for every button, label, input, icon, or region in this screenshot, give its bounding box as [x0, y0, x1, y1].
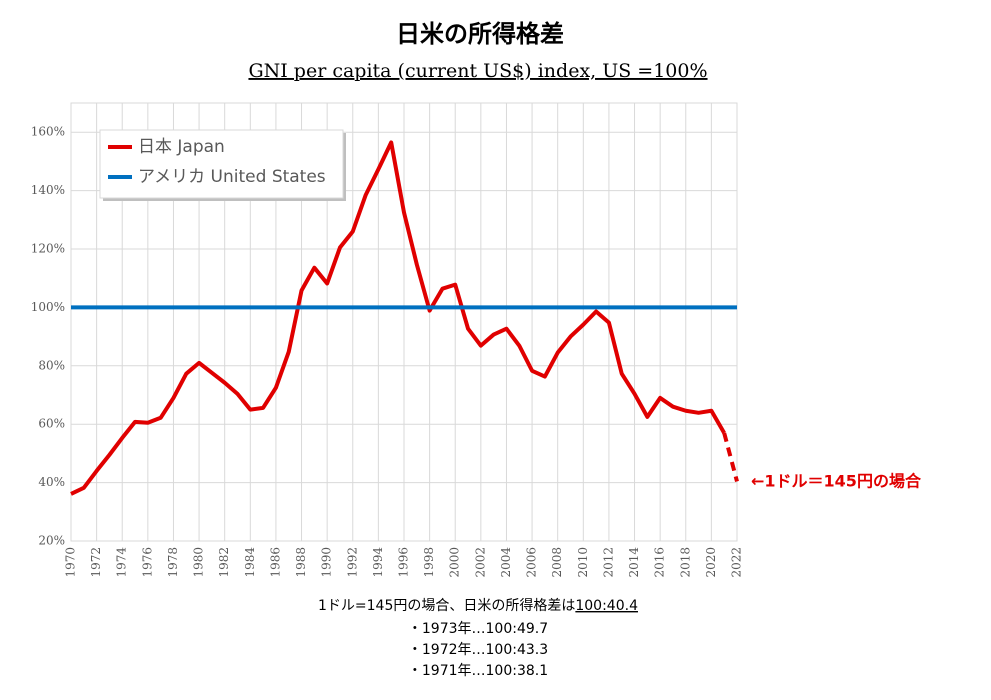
y-tick-label: 80%: [38, 358, 65, 372]
x-tick-label: 2014: [627, 547, 641, 578]
x-tick-label: 1998: [422, 547, 436, 578]
note-main-text: 1ドル=145円の場合、日米の所得格差は: [318, 597, 575, 614]
annotation: ←1ドル＝145円の場合: [751, 472, 922, 491]
x-tick-label: 1984: [243, 547, 257, 578]
x-tick-label: 2010: [576, 547, 590, 578]
x-tick-label: 1978: [166, 547, 180, 578]
y-tick-label: 160%: [31, 125, 65, 139]
x-tick-label: 2006: [525, 547, 539, 578]
x-tick-label: 2012: [601, 547, 615, 578]
x-tick-label: 1974: [115, 547, 129, 578]
note-main: 1ドル=145円の場合、日米の所得格差は100:40.4: [318, 597, 638, 614]
line-series-dashed: [722, 432, 739, 482]
x-tick-label: 1994: [371, 547, 385, 578]
legend-label: アメリカ United States: [138, 167, 326, 187]
note-item: ・1972年…100:43.3: [408, 642, 548, 658]
note-item: ・1973年…100:49.7: [408, 621, 548, 637]
x-tick-label: 1996: [397, 547, 411, 578]
x-tick-label: 1990: [320, 547, 334, 578]
legend-label: 日本 Japan: [138, 137, 225, 157]
x-tick-label: 1992: [345, 547, 359, 578]
chart-subtitle: GNI per capita (current US$) index, US =…: [248, 60, 707, 82]
x-tick-label: 2000: [448, 547, 462, 578]
y-tick-label: 20%: [38, 534, 65, 548]
x-tick-label: 2018: [678, 547, 692, 578]
y-tick-label: 60%: [38, 417, 65, 431]
y-tick-label: 140%: [31, 183, 65, 197]
x-tick-label: 2008: [550, 547, 564, 578]
x-tick-label: 1986: [268, 547, 282, 578]
x-tick-label: 1982: [217, 547, 231, 578]
x-tick-label: 1980: [192, 547, 206, 578]
x-tick-label: 2016: [653, 547, 667, 578]
x-tick-label: 2022: [730, 547, 744, 578]
note-item: ・1971年…100:38.1: [408, 663, 548, 679]
y-tick-label: 100%: [31, 300, 65, 314]
y-tick-label: 120%: [31, 242, 65, 256]
x-tick-label: 1972: [89, 547, 103, 578]
x-tick-label: 1976: [140, 547, 154, 578]
note-main-ratio: 100:40.4: [575, 598, 638, 614]
chart-title: 日米の所得格差: [396, 20, 564, 48]
x-tick-label: 1970: [64, 547, 78, 578]
x-tick-label: 1988: [294, 547, 308, 578]
y-tick-label: 40%: [38, 475, 65, 489]
x-tick-label: 2002: [473, 547, 487, 578]
legend: [99, 129, 344, 199]
line-series: [70, 140, 726, 496]
x-tick-label: 2004: [499, 547, 513, 578]
x-tick-label: 2020: [704, 547, 718, 578]
